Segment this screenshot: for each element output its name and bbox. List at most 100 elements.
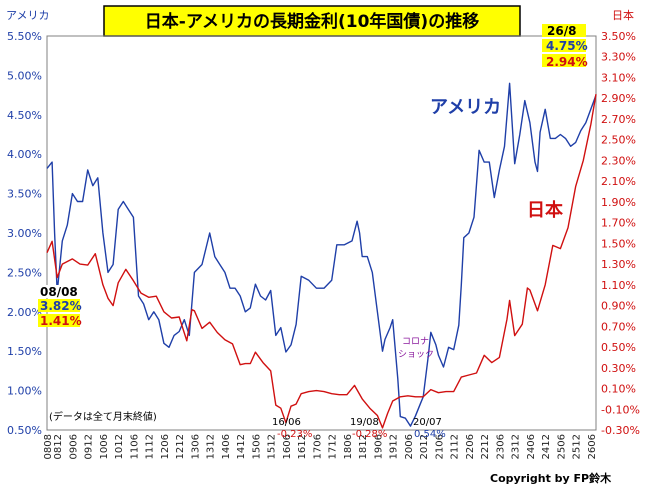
x-tick-label: 1812 [358,434,369,459]
x-tick-label: 0906 [68,434,79,459]
x-tick-label: 0808 [43,434,54,459]
x-tick-label: 2412 [541,434,552,459]
left-tick-label: 4.00% [7,148,42,161]
right-tick-label: 1.70% [601,217,636,230]
annotation-2007-value: 0.54% [414,429,446,440]
right-tick-label: 3.10% [601,71,636,84]
title-box [103,5,521,37]
x-tick-label: 2212 [480,434,491,459]
x-axis-ticks: 0808 0812 0906 0912 1006 1012 1106 1112 1206 1212… [43,434,598,459]
x-tick-label: 2112 [450,434,461,459]
left-tick-label: 1.50% [7,345,42,358]
x-tick-label: 1012 [114,434,125,459]
x-tick-label: 1412 [236,434,247,459]
right-tick-label: 3.30% [601,51,636,64]
x-tick-label: 1206 [160,434,171,459]
x-tick-label: 1112 [145,434,156,459]
left-tick-label: 5.50% [7,30,42,43]
x-tick-label: 1506 [251,434,262,459]
x-tick-label: 1006 [99,434,110,459]
annotation-1908-value: -0.28% [352,429,387,440]
x-tick-label: 2012 [419,434,430,459]
right-tick-label: 0.50% [601,341,636,354]
x-tick-label: 1312 [206,434,217,459]
start-value-box: 08/08 3.82% 1.41% [36,285,86,328]
left-axis-ticks: 5.50% 5.00% 4.50% 4.00% 3.50% 3.00% 2.50% 2.00%… [7,30,42,437]
left-tick-label: 2.50% [7,266,42,279]
x-tick-label: 1912 [389,434,400,459]
x-tick-label: 2312 [511,434,522,459]
x-tick-label: 2306 [495,434,506,459]
x-tick-label: 1906 [373,434,384,459]
x-tick-label: 1406 [221,434,232,459]
x-tick-label: 0912 [84,434,95,459]
x-tick-label: 1706 [312,434,323,459]
left-tick-label: 0.50% [7,424,42,437]
x-tick-label: 0812 [53,434,64,459]
end-box-us: 4.75% [546,39,588,53]
series-label-jp: 日本 [527,199,563,221]
right-axis-name: 日本 [612,8,634,22]
annotation-1606-value: -0.23% [277,429,312,440]
right-tick-label: 1.90% [601,196,636,209]
left-tick-label: 2.00% [7,306,42,319]
right-tick-label: 2.30% [601,154,636,167]
annotation-1908-date: 19/08 [350,417,379,428]
series-lines [46,82,597,429]
x-tick-label: 2406 [526,434,537,459]
start-box-us: 3.82% [40,299,82,313]
left-axis-name: アメリカ [6,9,49,22]
left-tick-label: 4.50% [7,109,42,122]
plot-area [46,35,597,431]
x-tick-label: 1306 [190,434,201,459]
right-tick-label: 2.90% [601,92,636,105]
corona-shock-label-line2: ショック [398,349,434,360]
right-tick-label: 1.50% [601,237,636,250]
x-tick-label: 1606 [282,434,293,459]
start-box-date: 08/08 [40,285,78,299]
x-tick-label: 1612 [297,434,308,459]
copyright: Copyright by FP鈴木 [490,471,612,485]
right-tick-label: -0.30% [601,424,640,437]
x-tick-label: 2606 [587,434,598,459]
corona-shock-label-line1: コロナ [402,336,429,347]
chart-title: 日本-アメリカの長期金利(10年国債)の推移 [145,11,479,32]
right-tick-label: 3.50% [601,30,636,43]
right-tick-label: 0.90% [601,300,636,313]
x-tick-label: 2512 [572,434,583,459]
x-tick-label: 1512 [267,434,278,459]
right-tick-label: -0.10% [601,403,640,416]
x-tick-label: 2206 [465,434,476,459]
x-tick-label: 2106 [434,434,445,459]
start-box-jp: 1.41% [40,314,82,328]
x-tick-label: 2506 [556,434,567,459]
annotation-1606-date: 16/06 [272,417,301,428]
annotation-2007-date: 20/07 [413,417,442,428]
left-tick-label: 3.50% [7,188,42,201]
left-tick-label: 1.00% [7,385,42,398]
x-tick-label: 1806 [343,434,354,459]
series-line-jp [46,93,597,429]
x-tick-label: 1712 [328,434,339,459]
right-tick-label: 0.30% [601,362,636,375]
left-tick-label: 5.00% [7,69,42,82]
right-tick-label: 1.30% [601,258,636,271]
right-tick-label: 2.70% [601,113,636,126]
right-tick-label: 0.10% [601,383,636,396]
series-line-us [46,82,597,427]
x-tick-label: 1106 [129,434,140,459]
series-label-us: アメリカ [430,97,501,118]
end-box-jp: 2.94% [546,55,588,69]
right-tick-label: 2.50% [601,134,636,147]
end-value-box: 26/8 4.75% 2.94% [542,24,588,69]
right-tick-label: 0.70% [601,320,636,333]
end-box-date: 26/8 [547,24,576,38]
right-axis-ticks: 3.50% 3.30% 3.10% 2.90% 2.70% 2.50% 2.30% 2.10%… [601,30,640,437]
right-tick-label: 2.10% [601,175,636,188]
left-tick-label: 3.00% [7,227,42,240]
data-note: (データは全て月末終値) [49,410,157,423]
x-tick-label: 2006 [404,434,415,459]
right-tick-label: 1.10% [601,279,636,292]
x-tick-label: 1212 [175,434,186,459]
